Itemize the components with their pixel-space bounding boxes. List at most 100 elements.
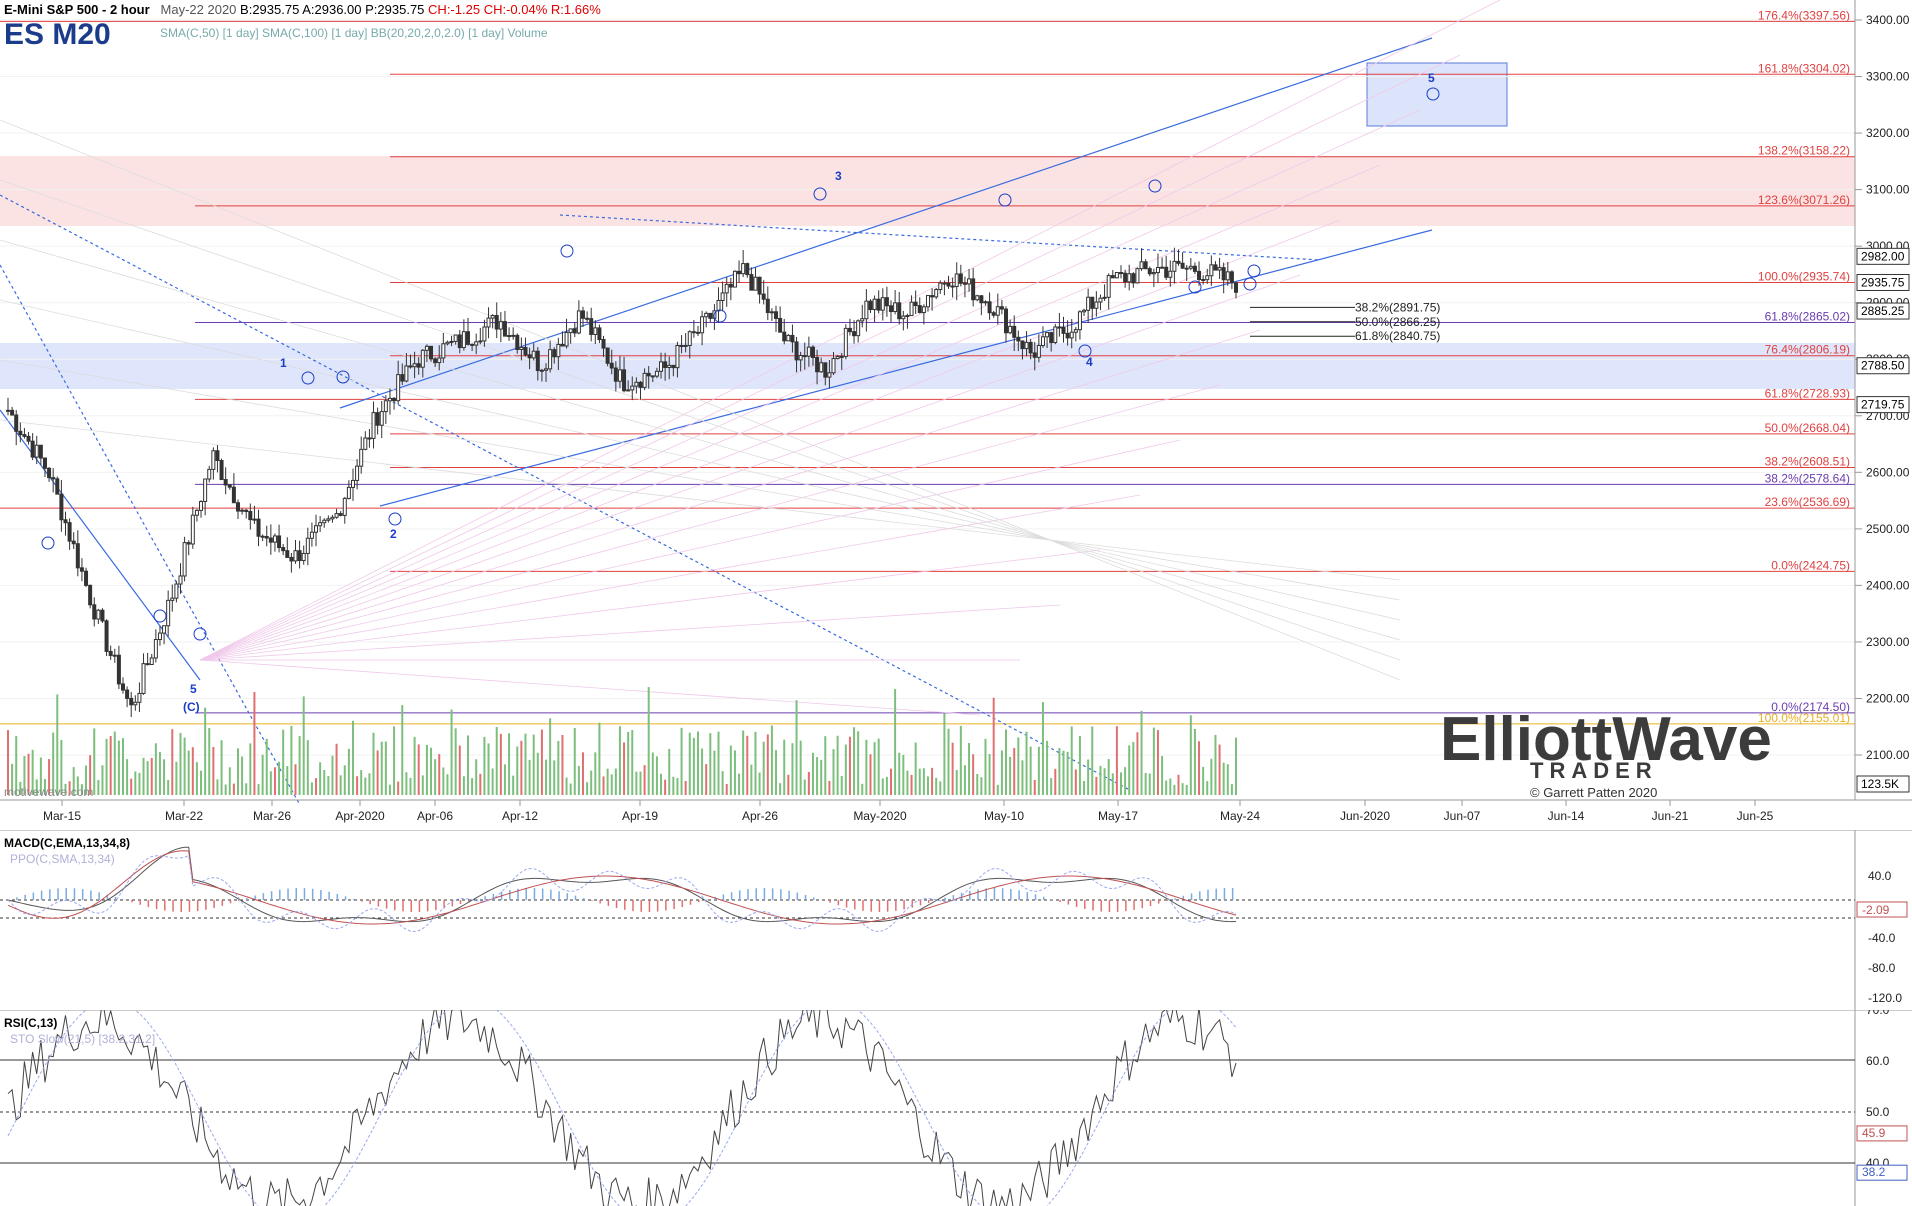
volume-bar bbox=[602, 776, 605, 795]
candle-body bbox=[1188, 265, 1193, 269]
candle-body bbox=[88, 584, 93, 606]
volume-bar bbox=[1107, 759, 1110, 795]
retracement-label: 50.0%(2866.25) bbox=[1355, 315, 1440, 329]
candle-body bbox=[42, 457, 47, 469]
candle-body bbox=[835, 356, 840, 360]
candle-body bbox=[843, 327, 848, 357]
candle-body bbox=[1192, 265, 1197, 272]
volume-bar bbox=[1210, 758, 1213, 795]
volume-bar bbox=[1136, 732, 1139, 795]
bid-value: B:2935.75 bbox=[240, 2, 300, 17]
volume-bar bbox=[80, 784, 83, 795]
candle-body bbox=[601, 339, 606, 349]
candle-body bbox=[1221, 267, 1226, 281]
volume-bar bbox=[76, 776, 79, 795]
macd-histogram-bar bbox=[1207, 889, 1209, 900]
candle-body bbox=[1032, 352, 1037, 358]
candle-body bbox=[930, 295, 935, 298]
candle-body bbox=[145, 663, 150, 666]
fib-label: 161.8%(3304.02) bbox=[1758, 61, 1850, 75]
volume-bar bbox=[754, 731, 757, 795]
symbol-label: ES M20 bbox=[4, 18, 111, 51]
macd-axis-label: -40.0 bbox=[1868, 931, 1896, 945]
candle-body bbox=[272, 535, 277, 543]
candle-body bbox=[802, 355, 807, 358]
candle-body bbox=[1028, 341, 1033, 354]
volume-bar bbox=[191, 747, 194, 795]
volume-bar bbox=[503, 764, 506, 795]
candle-body bbox=[125, 689, 130, 699]
candle-body bbox=[14, 414, 19, 432]
wave-circle bbox=[193, 627, 207, 641]
candle-body bbox=[116, 654, 121, 685]
volume-bar bbox=[97, 780, 100, 795]
candle-body bbox=[839, 355, 844, 358]
macd-subtitle: PPO(C,SMA,13,34) bbox=[10, 852, 115, 866]
price-tag bbox=[1856, 302, 1910, 320]
volume-bar bbox=[466, 735, 469, 795]
volume-bar bbox=[179, 732, 182, 795]
wave-label-5: 5 bbox=[1428, 71, 1435, 85]
volume-bar bbox=[881, 778, 884, 795]
macd-histogram-bar bbox=[927, 900, 930, 903]
candle-body bbox=[108, 650, 113, 656]
volume-bar bbox=[224, 784, 227, 795]
wave-label-2: 2 bbox=[390, 527, 397, 541]
volume-bar bbox=[1078, 736, 1081, 795]
candle-body bbox=[971, 278, 976, 301]
macd-histogram-bar bbox=[377, 900, 380, 907]
volume-bar bbox=[1087, 759, 1090, 795]
candle-body bbox=[1004, 308, 1009, 334]
fan-line bbox=[199, 494, 1141, 661]
volume-bar bbox=[709, 733, 712, 795]
volume-bar bbox=[158, 752, 161, 795]
candle-body bbox=[556, 343, 561, 358]
macd-histogram-bar bbox=[459, 900, 462, 905]
volume-bar bbox=[1021, 760, 1024, 795]
volume-bar bbox=[1009, 756, 1012, 795]
macd-histogram-bar bbox=[295, 888, 297, 900]
macd-histogram-bar bbox=[541, 888, 544, 900]
fan-line bbox=[199, 329, 1261, 661]
volume-bar bbox=[7, 730, 9, 795]
candle-body bbox=[10, 409, 15, 416]
candle-body bbox=[753, 276, 758, 291]
volume-bar bbox=[775, 750, 778, 795]
candle-body bbox=[761, 293, 766, 300]
macd-histogram-bar bbox=[517, 888, 519, 900]
wave-circle bbox=[1148, 179, 1162, 193]
candle-body bbox=[157, 632, 162, 641]
wave-circle bbox=[1188, 280, 1202, 294]
candle-body bbox=[490, 315, 495, 319]
candle-body bbox=[876, 298, 881, 311]
candle-body bbox=[194, 509, 199, 516]
volume-bar bbox=[972, 754, 975, 795]
candle-body bbox=[453, 334, 458, 342]
volume-bar bbox=[236, 748, 239, 795]
candle-body bbox=[638, 381, 643, 388]
wave-circle bbox=[41, 536, 55, 550]
candle-body bbox=[831, 358, 836, 374]
macd-histogram-bar bbox=[246, 898, 248, 900]
macd-axis-label: -120.0 bbox=[1868, 991, 1902, 1005]
volume-bar bbox=[508, 733, 511, 795]
candle-body bbox=[1094, 301, 1099, 309]
candle-body bbox=[1123, 272, 1128, 283]
volume-bar bbox=[479, 773, 482, 795]
candle-body bbox=[515, 334, 520, 350]
volume-bar bbox=[347, 748, 350, 795]
volume-bar bbox=[532, 734, 535, 795]
volume-bar bbox=[146, 761, 149, 795]
wave-circle bbox=[153, 609, 167, 623]
candle-body bbox=[687, 331, 692, 346]
candle-body bbox=[774, 311, 779, 319]
candle-body bbox=[285, 550, 290, 558]
macd-histogram-bar bbox=[730, 892, 733, 900]
macd-histogram-bar bbox=[139, 900, 141, 905]
volume-bar bbox=[545, 759, 548, 795]
ask-value: A:2936.00 bbox=[302, 2, 362, 17]
candle-body bbox=[905, 315, 910, 318]
candle-body bbox=[1012, 325, 1017, 338]
fib-label: 61.8%(2728.93) bbox=[1765, 386, 1850, 400]
macd-histogram-bar bbox=[673, 900, 675, 910]
